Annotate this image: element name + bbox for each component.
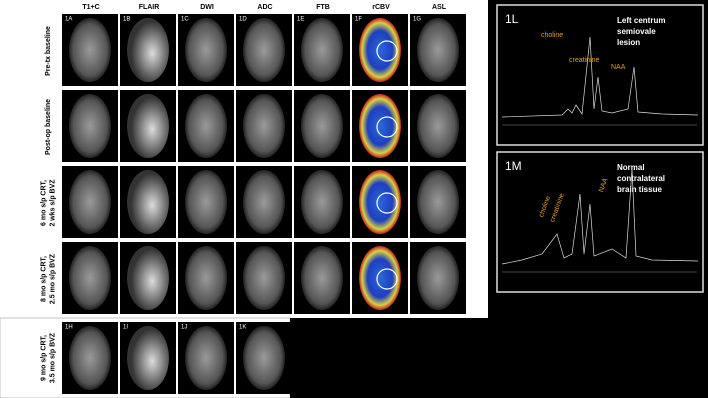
row-label: Post-op baseline [45, 99, 52, 155]
brain [359, 246, 401, 310]
column-header: ADC [257, 4, 272, 11]
panel-label: 1C [181, 17, 189, 23]
row-label: 9 mo s/p CRT, [40, 335, 47, 381]
column-header: ASL [432, 4, 447, 11]
spectrum-title: Left centrum [617, 16, 665, 25]
spectrum-trace [501, 36, 699, 118]
brain [417, 246, 459, 310]
column-header: rCBV [372, 4, 390, 11]
spectrum-title: Normal [617, 163, 645, 172]
spectrum-title: brain tissue [617, 185, 662, 194]
panel-label: 1E [297, 17, 304, 23]
panel-label: 1J [181, 325, 187, 331]
brain [359, 18, 401, 82]
brain [69, 18, 111, 82]
column-header: FTB [316, 4, 330, 11]
spectrum-trace [501, 168, 699, 265]
brain [301, 18, 343, 82]
brain [185, 170, 227, 234]
roi [376, 40, 398, 62]
blank [290, 318, 490, 398]
brain [417, 94, 459, 158]
brain [127, 94, 169, 158]
panel-label: 1D [239, 17, 247, 23]
spectrum-title: semiovale [617, 27, 656, 36]
row-label: Pre-tx baseline [45, 26, 52, 76]
roi [376, 192, 398, 214]
peak-label: choline [541, 32, 563, 39]
panel-label: 1F [355, 17, 362, 23]
spectrum-panel [496, 4, 704, 146]
panel-label: 1A [65, 17, 72, 23]
column-header: DWI [200, 4, 214, 11]
column-header: FLAIR [139, 4, 160, 11]
brain [301, 246, 343, 310]
brain [243, 326, 285, 390]
spectrum-title: contralateral [617, 174, 665, 183]
brain [69, 326, 111, 390]
spectrum-label: 1M [505, 159, 522, 173]
panel-label: 1B [123, 17, 130, 23]
row-label: 3.5 mo s/p BVZ [49, 332, 56, 383]
brain [69, 246, 111, 310]
roi [376, 268, 398, 290]
panel-label: 1K [239, 325, 246, 331]
roi [376, 116, 398, 138]
brain [185, 326, 227, 390]
peak-label: NAA [611, 64, 626, 71]
brain [185, 94, 227, 158]
brain [185, 246, 227, 310]
panel-label: 1I [123, 325, 128, 331]
brain [417, 170, 459, 234]
row-label: 8 mo s/p CRT, [40, 256, 47, 302]
brain [243, 94, 285, 158]
peak-label: creatinine [569, 57, 599, 64]
panel-label: 1G [413, 17, 421, 23]
brain [69, 94, 111, 158]
brain [301, 170, 343, 234]
brain [127, 326, 169, 390]
row-label: 2.5 mo s/p BVZ [49, 253, 56, 304]
spectrum-title: lesion [617, 38, 640, 47]
brain [243, 18, 285, 82]
panel-label: 1H [65, 325, 73, 331]
column-header: T1+C [82, 4, 99, 11]
brain [185, 18, 227, 82]
peak-label: NAA [598, 177, 610, 193]
brain [127, 170, 169, 234]
brain [127, 18, 169, 82]
brain [243, 170, 285, 234]
spectrum-label: 1L [505, 12, 519, 26]
spectrum-panel [496, 151, 704, 293]
brain [127, 246, 169, 310]
brain [69, 170, 111, 234]
brain [417, 18, 459, 82]
brain [359, 170, 401, 234]
brain [301, 94, 343, 158]
brain [359, 94, 401, 158]
row-label: 6 mo s/p CRT, [40, 180, 47, 226]
row-label: 2 wks s/p BVZ [49, 179, 56, 227]
brain [243, 246, 285, 310]
